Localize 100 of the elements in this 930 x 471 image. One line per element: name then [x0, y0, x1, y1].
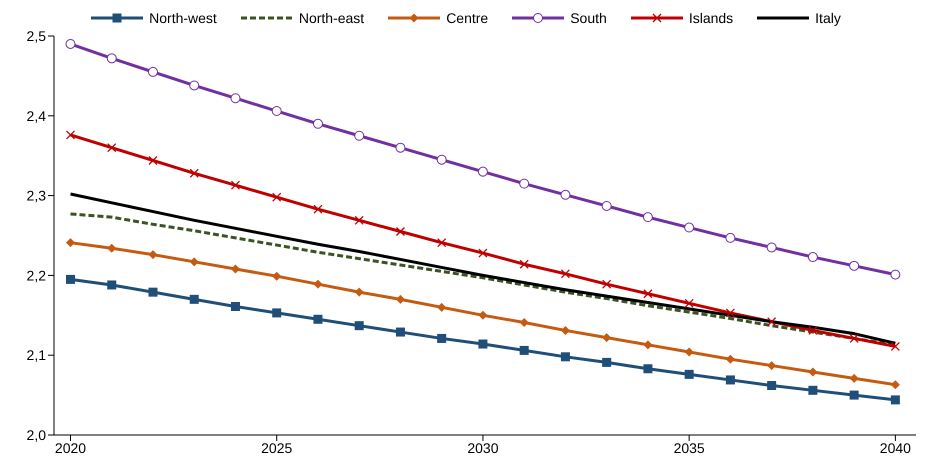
point — [766, 242, 777, 252]
point — [684, 348, 694, 357]
point — [560, 326, 570, 335]
y-tick-label: 2,2 — [26, 267, 46, 284]
point — [230, 264, 240, 274]
point — [437, 302, 446, 312]
point — [395, 142, 406, 153]
point — [190, 168, 199, 178]
x-tick-label: 2040 — [880, 440, 912, 456]
point — [478, 340, 488, 349]
point — [272, 308, 282, 318]
x-tick-label: 2030 — [467, 440, 499, 456]
point — [642, 212, 653, 222]
point — [66, 274, 75, 284]
point — [767, 361, 776, 370]
point — [437, 334, 446, 343]
point — [602, 333, 612, 342]
point — [354, 288, 364, 297]
point — [354, 130, 364, 141]
point — [890, 380, 900, 390]
x-tick-label: 2025 — [261, 440, 292, 456]
y-tick-label: 2,4 — [26, 108, 46, 124]
point — [560, 352, 570, 362]
point — [478, 248, 488, 258]
point — [313, 280, 322, 289]
point — [148, 288, 158, 297]
point — [148, 66, 158, 77]
y-tick-label: 2,1 — [26, 347, 46, 364]
point — [808, 252, 818, 262]
point — [726, 308, 736, 318]
point — [106, 53, 117, 64]
y-tick-label: 2,5 — [26, 28, 46, 44]
point — [602, 280, 612, 289]
point — [272, 192, 282, 202]
point — [808, 326, 818, 336]
point — [478, 166, 488, 177]
point — [520, 346, 529, 355]
point — [354, 321, 364, 330]
point — [890, 270, 900, 280]
point — [643, 340, 652, 350]
point — [808, 386, 818, 395]
x-tick-label: 2020 — [54, 440, 86, 456]
point — [643, 289, 653, 298]
point — [849, 334, 859, 344]
point — [272, 272, 282, 281]
point — [684, 222, 694, 233]
point — [519, 178, 530, 189]
point — [148, 156, 158, 166]
legend-label: South — [570, 10, 607, 26]
point — [726, 354, 735, 364]
point — [684, 298, 694, 308]
point — [312, 118, 323, 129]
point — [520, 318, 529, 327]
point — [313, 314, 322, 324]
point — [107, 244, 116, 253]
point — [767, 381, 776, 390]
legend-label: North-west — [149, 10, 217, 26]
point — [107, 143, 116, 152]
legend-label: Italy — [815, 10, 841, 26]
point — [66, 238, 75, 248]
point — [520, 260, 529, 269]
point — [560, 269, 570, 278]
y-tick-label: 2,0 — [26, 426, 46, 443]
point — [850, 390, 859, 400]
point — [766, 317, 776, 326]
legend-label: North-east — [298, 10, 364, 26]
point — [230, 180, 240, 190]
point — [396, 226, 406, 236]
point — [436, 154, 447, 165]
point — [890, 395, 900, 404]
point — [602, 358, 612, 367]
point — [850, 374, 859, 383]
legend-label: Islands — [688, 10, 734, 26]
point — [354, 216, 364, 225]
point — [726, 375, 735, 384]
point — [190, 294, 199, 304]
point — [230, 93, 240, 104]
point — [396, 294, 405, 304]
point — [148, 250, 158, 260]
legend-label: Centre — [446, 10, 488, 26]
point — [190, 257, 199, 266]
point — [478, 310, 488, 320]
point — [602, 200, 612, 211]
x-tick-label: 2035 — [674, 440, 705, 456]
point — [890, 342, 900, 352]
point — [684, 370, 694, 379]
y-tick-label: 2,3 — [26, 188, 46, 204]
point — [437, 238, 446, 248]
point — [849, 260, 860, 271]
point — [396, 328, 405, 337]
point — [66, 130, 76, 140]
point — [313, 204, 323, 214]
point — [272, 106, 282, 116]
point — [808, 367, 818, 376]
point — [230, 302, 240, 312]
point — [560, 190, 570, 200]
point — [107, 280, 116, 290]
point — [643, 364, 652, 374]
point — [189, 80, 200, 90]
point — [66, 38, 76, 49]
